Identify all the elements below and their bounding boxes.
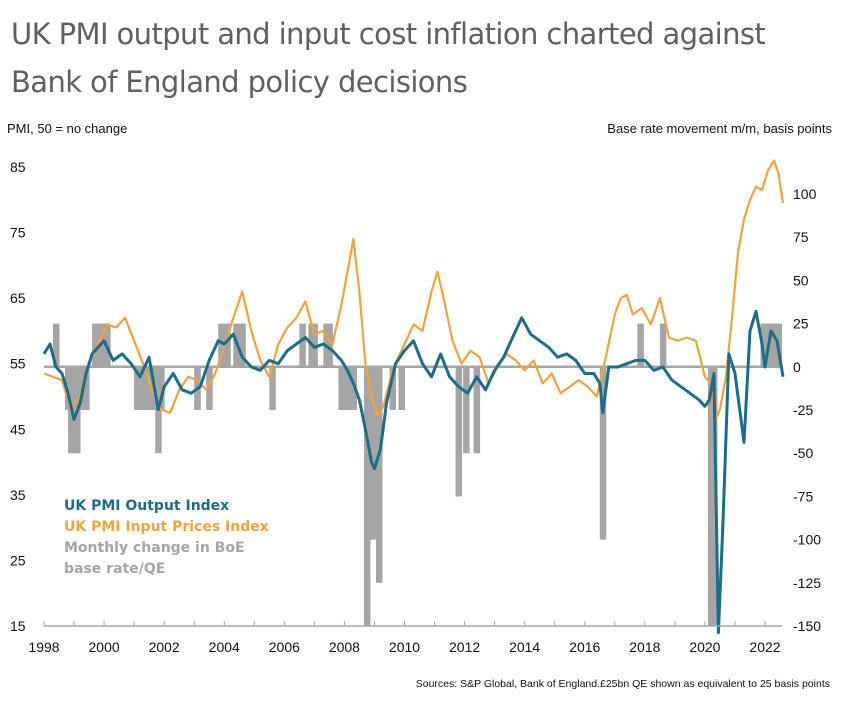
x-tick-label: 2018: [629, 639, 660, 655]
right-axis-title: Base rate movement m/m, basis points: [607, 121, 832, 136]
y-axis-right: 100 75 50 25 0 -25 -50 -75 -100 -125 -150: [793, 186, 821, 634]
chart-title-line-1: UK PMI output and input cost inflation c…: [11, 17, 766, 51]
y-left-tick-label: 55: [10, 356, 26, 372]
y-right-tick-label: -100: [793, 532, 821, 548]
legend: UK PMI Output Index UK PMI Input Prices …: [64, 496, 284, 580]
y-axis-left: 85 75 65 55 45 35 25 15: [10, 159, 26, 634]
x-tick-label: 2004: [209, 639, 240, 655]
x-tick-label: 1998: [28, 639, 59, 655]
bar-rate-change: [338, 366, 345, 410]
bar-rate-change: [83, 366, 90, 410]
bar-rate-change: [375, 366, 383, 583]
bar-rate-change: [269, 366, 276, 410]
bar-rate-change: [463, 366, 470, 454]
legend-item-bars: Monthly change in BoE base rate/QE: [64, 538, 284, 580]
y-right-tick-label: 50: [793, 272, 809, 288]
legend-bars-line-1: Monthly change in BoE: [64, 540, 245, 556]
x-axis: 1998 2000 2002 2004 2006 2008 2010 2012 2014 2016…: [28, 621, 782, 655]
x-tick-label: 2022: [749, 639, 780, 655]
y-right-tick-label: 0: [793, 359, 801, 375]
x-tick-label: 2020: [689, 639, 720, 655]
bar-rate-change: [389, 366, 396, 410]
x-tick-label: 2016: [569, 639, 600, 655]
y-left-tick-label: 75: [10, 225, 26, 241]
chart-title: UK PMI output and input cost inflation c…: [11, 10, 841, 106]
bar-rate-change: [659, 323, 667, 367]
legend-item-input: UK PMI Input Prices Index: [64, 519, 269, 535]
legend-item-output: UK PMI Output Index: [64, 498, 230, 514]
left-axis-title: PMI, 50 = no change: [7, 121, 128, 136]
y-left-tick-label: 35: [10, 487, 26, 503]
y-right-tick-label: 75: [793, 229, 809, 245]
x-tick-label: 2012: [449, 639, 480, 655]
bar-rate-change: [218, 323, 225, 367]
bar-rate-change: [134, 366, 141, 410]
y-left-tick-label: 15: [10, 618, 26, 634]
x-tick-label: 2002: [149, 639, 180, 655]
y-right-tick-label: -150: [793, 618, 821, 634]
bar-rate-change: [599, 366, 607, 540]
y-left-tick-label: 85: [10, 159, 26, 175]
x-tick-label: 2010: [389, 639, 420, 655]
bar-rate-change: [398, 366, 405, 410]
y-right-tick-label: -25: [793, 402, 813, 418]
bar-rate-change: [224, 323, 231, 367]
bar-rate-change: [140, 366, 147, 410]
lines-layer: [42, 159, 785, 635]
bar-rate-change: [710, 366, 718, 626]
bar-rate-change: [206, 366, 213, 410]
bar-rate-change: [158, 366, 165, 410]
x-tick-label: 2000: [89, 639, 120, 655]
bar-rate-change: [311, 323, 318, 367]
y-right-tick-label: -50: [793, 445, 813, 461]
bar-rate-change: [760, 323, 767, 367]
y-left-tick-label: 65: [10, 290, 26, 306]
y-left-tick-label: 45: [10, 421, 26, 437]
bar-rate-change: [637, 323, 644, 367]
y-right-tick-label: 25: [793, 316, 809, 332]
bar-rate-change: [455, 366, 463, 497]
source-note: Sources: S&P Global, Bank of England.£25…: [415, 678, 830, 690]
chart-title-line-2: Bank of England policy decisions: [11, 65, 468, 99]
bar-rate-change: [344, 366, 351, 410]
bar-rate-change: [53, 323, 60, 367]
bar-rate-change: [768, 323, 775, 367]
legend-bars-line-2: base rate/QE: [64, 561, 166, 577]
bars-layer: [53, 323, 783, 626]
y-right-tick-label: -125: [793, 575, 821, 591]
x-tick-label: 2006: [269, 639, 300, 655]
x-tick-label: 2008: [329, 639, 360, 655]
y-right-tick-label: 100: [793, 186, 817, 202]
bar-rate-change: [92, 323, 99, 367]
bar-rate-change: [77, 366, 84, 410]
bar-rate-change: [473, 366, 481, 454]
x-tick-label: 2014: [509, 639, 540, 655]
y-right-tick-label: -75: [793, 488, 813, 504]
bar-rate-change: [239, 323, 246, 367]
line-pmi-output: [42, 309, 785, 635]
bar-rate-change: [326, 323, 333, 367]
bar-rate-change: [299, 323, 306, 367]
y-left-tick-label: 25: [10, 552, 26, 568]
